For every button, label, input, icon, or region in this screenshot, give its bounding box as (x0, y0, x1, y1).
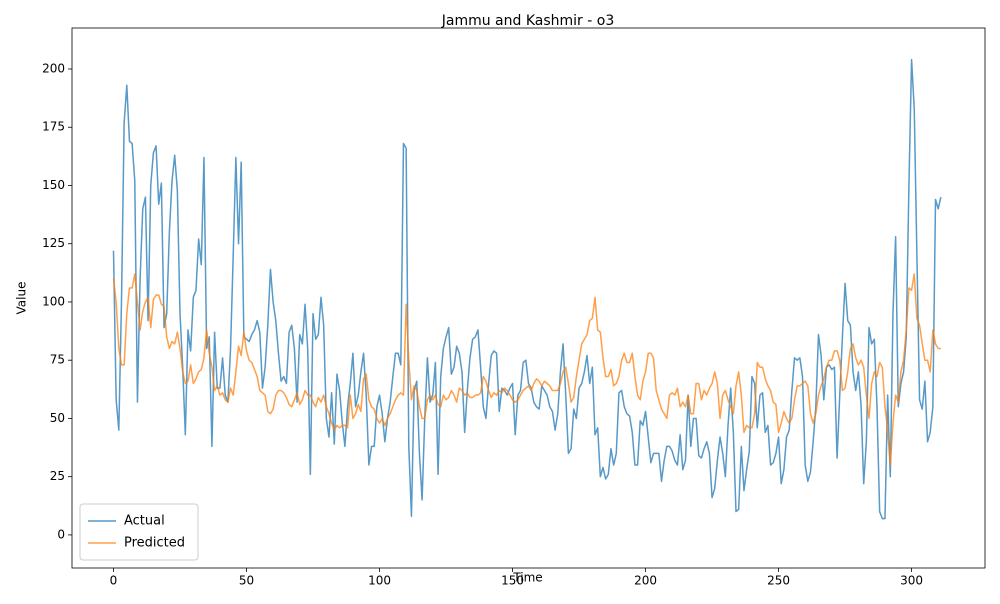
y-tick-label: 150 (42, 178, 65, 192)
y-tick-label: 25 (50, 469, 65, 483)
series-line (112, 273, 941, 466)
legend-box (79, 503, 199, 561)
x-tick-label: 50 (239, 574, 254, 588)
x-tick-label: 100 (368, 574, 391, 588)
series-line (112, 58, 942, 520)
x-tick-label: 150 (501, 574, 524, 588)
x-tick-label: 200 (634, 574, 657, 588)
plot-frame (71, 27, 986, 569)
y-tick-label: 50 (50, 411, 65, 425)
x-tick-label: 250 (767, 574, 790, 588)
legend-label: Actual (124, 514, 165, 529)
y-tick-label: 75 (50, 353, 65, 367)
x-tick-label: 300 (900, 574, 923, 588)
x-axis-label: Time (512, 571, 542, 585)
y-tick-label: 100 (42, 294, 65, 308)
y-tick-label: 125 (42, 236, 65, 250)
x-tick-label: 0 (110, 574, 118, 588)
y-tick-label: 175 (42, 120, 65, 134)
legend-label: Predicted (124, 536, 185, 551)
y-axis-label: Value (15, 282, 29, 315)
chart-title: Jammu and Kashmir - o3 (441, 13, 614, 29)
y-tick-label: 200 (42, 62, 65, 76)
y-tick-label: 0 (57, 527, 65, 541)
